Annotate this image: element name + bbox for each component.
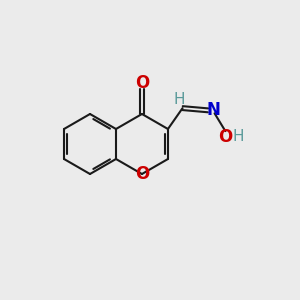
Text: O: O	[218, 128, 232, 146]
Text: O: O	[135, 74, 149, 92]
Text: N: N	[206, 101, 220, 119]
Text: O: O	[135, 165, 149, 183]
Text: H: H	[232, 129, 244, 144]
Text: H: H	[173, 92, 185, 107]
